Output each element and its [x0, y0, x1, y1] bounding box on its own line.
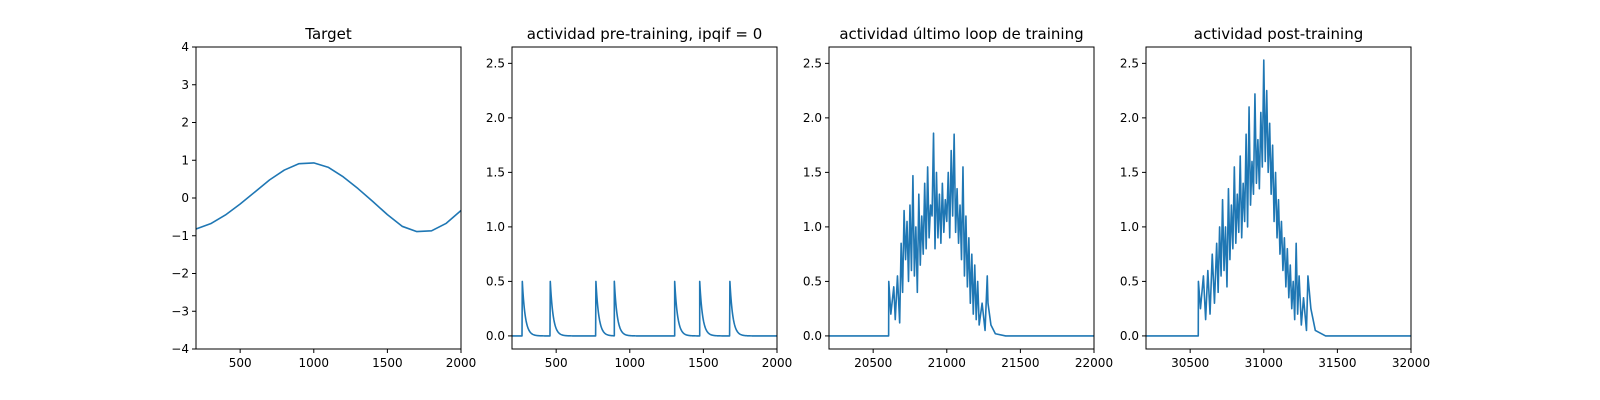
x-tick-label: 1500	[688, 356, 719, 370]
y-tick-label: 2	[181, 116, 189, 130]
y-tick-label: −2	[171, 267, 189, 281]
subplot-title: Target	[304, 25, 352, 43]
y-tick-label: −1	[171, 229, 189, 243]
x-tick-label: 22000	[1075, 356, 1113, 370]
y-tick-label: 3	[181, 78, 189, 92]
y-tick-label: 2.5	[486, 56, 505, 70]
y-tick-label: 0.0	[803, 329, 822, 343]
axis-ticks: 20500 21000 21500 22000 0.0 0.5 1.0 1.5 2.0 2.5	[803, 56, 1113, 370]
x-tick-label: 1500	[372, 356, 403, 370]
axis-ticks: 500 1000 1500 2000 0.0 0.5 1.0 1.5 2.0 2.5	[486, 56, 792, 370]
y-tick-label: 2.0	[803, 111, 822, 125]
y-tick-label: 0.5	[486, 274, 505, 288]
x-tick-label: 20500	[854, 356, 892, 370]
subplot-title: actividad pre-training, ipqif = 0	[527, 25, 763, 43]
y-tick-label: 0.5	[1120, 274, 1139, 288]
y-tick-label: 1.5	[1120, 165, 1139, 179]
subplot-title: actividad post-training	[1194, 25, 1363, 43]
y-tick-label: 1.5	[486, 165, 505, 179]
x-tick-label: 30500	[1171, 356, 1209, 370]
x-tick-label: 1000	[615, 356, 646, 370]
y-tick-label: 1	[181, 153, 189, 167]
x-tick-label: 2000	[446, 356, 477, 370]
x-tick-label: 31000	[1245, 356, 1283, 370]
subplot-title: actividad último loop de training	[839, 25, 1083, 43]
y-tick-label: 0.0	[486, 329, 505, 343]
y-tick-label: 1.0	[1120, 220, 1139, 234]
y-tick-label: 2.0	[486, 111, 505, 125]
y-tick-label: 2.0	[1120, 111, 1139, 125]
x-tick-label: 500	[545, 356, 568, 370]
series-line	[829, 132, 1094, 337]
y-tick-label: 0.5	[803, 274, 822, 288]
axes-frame	[511, 46, 778, 350]
y-tick-label: 1.0	[486, 220, 505, 234]
y-tick-label: 2.5	[1120, 56, 1139, 70]
x-tick-label: 1000	[299, 356, 330, 370]
y-tick-label: −3	[171, 304, 189, 318]
series-line	[1146, 59, 1411, 337]
x-tick-label: 2000	[762, 356, 793, 370]
y-tick-label: 2.5	[803, 56, 822, 70]
x-tick-label: 500	[229, 356, 252, 370]
y-tick-label: 4	[181, 40, 189, 54]
x-tick-label: 32000	[1392, 356, 1430, 370]
x-tick-label: 21000	[928, 356, 966, 370]
axes-frame	[828, 46, 1095, 350]
subplot-ultimo-loop: actividad último loop de training 20500 2…	[803, 25, 1113, 370]
series-line	[195, 162, 462, 233]
y-tick-label: 0.0	[1120, 329, 1139, 343]
y-tick-label: −4	[171, 342, 189, 356]
axes-frame	[195, 46, 462, 350]
subplot-pre-training: actividad pre-training, ipqif = 0 500 100…	[486, 25, 792, 370]
series-line	[511, 280, 778, 337]
axis-ticks: 30500 31000 31500 32000 0.0 0.5 1.0 1.5 2.0 2.5	[1120, 56, 1430, 370]
y-tick-label: 0	[181, 191, 189, 205]
y-tick-label: 1.5	[803, 165, 822, 179]
axis-ticks: 500 1000 1500 2000 −4 −3 −2 −1 0 1 2 3 4	[171, 40, 476, 370]
x-tick-label: 31500	[1318, 356, 1356, 370]
x-tick-label: 21500	[1001, 356, 1039, 370]
y-tick-label: 1.0	[803, 220, 822, 234]
subplot-post-training: actividad post-training 30500 31000 31500 3…	[1120, 25, 1430, 370]
subplot-target: Target 500 1000 1500 2000 −4 −3 −2 −1 0 1 2 3 4	[171, 25, 476, 370]
axes-frame	[1145, 46, 1412, 350]
